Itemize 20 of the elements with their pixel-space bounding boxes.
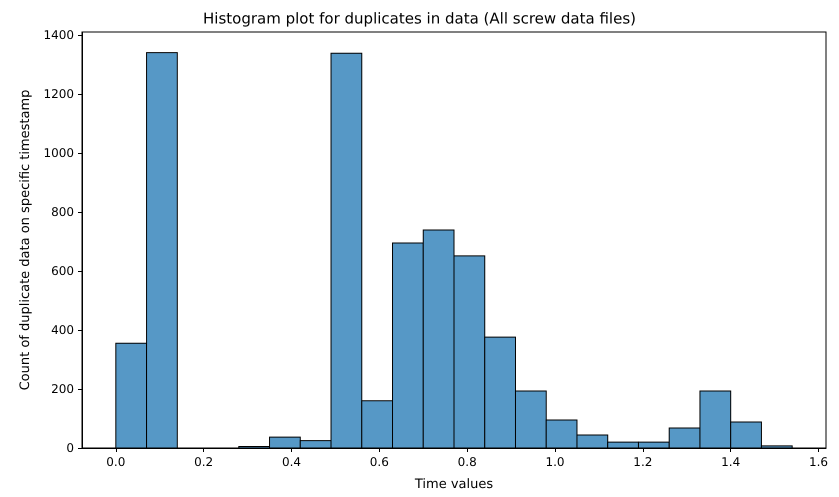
x-tick-label: 1.0: [545, 455, 565, 469]
y-tick-label: 600: [51, 264, 74, 278]
y-axis-title: Count of duplicate data on specific timestamp: [18, 90, 33, 390]
y-tick-label: 200: [51, 382, 74, 396]
x-tick-label: 1.4: [721, 455, 740, 469]
y-tick-label: 400: [51, 322, 74, 337]
y-tick-label: 1400: [43, 28, 74, 42]
y-tick-label: 1000: [43, 146, 74, 160]
x-axis-title: Time values: [414, 477, 494, 492]
y-tick-label: 0: [66, 441, 74, 455]
x-tick-label: 0.2: [194, 455, 214, 469]
x-tick-label: 0.0: [106, 455, 126, 469]
y-tick-label: 1200: [43, 86, 74, 101]
x-tick-label: 0.4: [282, 455, 302, 469]
chart-title: Histogram plot for duplicates in data (All screw data files): [203, 10, 636, 28]
x-tick-label: 0.8: [458, 455, 477, 469]
x-tick-label: 0.6: [370, 455, 389, 469]
x-tick-label: 1.6: [808, 455, 828, 469]
y-tick-label: 800: [51, 204, 74, 219]
x-tick-label: 1.2: [633, 455, 652, 469]
